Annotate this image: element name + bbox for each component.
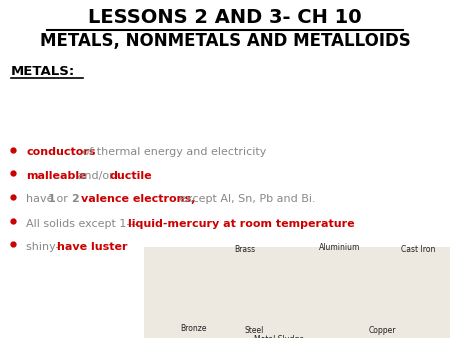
Text: Cast Iron: Cast Iron [401, 245, 436, 254]
Text: Brass: Brass [235, 245, 256, 254]
Text: METALS, NONMETALS AND METALLOIDS: METALS, NONMETALS AND METALLOIDS [40, 32, 410, 50]
Text: shiny-: shiny- [26, 242, 63, 252]
Text: malleable: malleable [26, 171, 87, 181]
Text: LESSONS 2 AND 3- CH 10: LESSONS 2 AND 3- CH 10 [88, 8, 362, 27]
Text: conductors: conductors [26, 147, 95, 157]
Text: All solids except 1---: All solids except 1--- [26, 219, 142, 229]
Text: Bronze: Bronze [180, 324, 207, 334]
FancyBboxPatch shape [144, 247, 450, 338]
Text: 2: 2 [71, 194, 79, 204]
Text: and/or: and/or [74, 171, 117, 181]
Text: Aluminium: Aluminium [319, 243, 360, 252]
Text: Metal Sludge: Metal Sludge [254, 335, 304, 338]
Text: liquid-mercury at room temperature: liquid-mercury at room temperature [127, 219, 354, 229]
Text: valence electrons,: valence electrons, [81, 194, 195, 204]
Text: Steel: Steel [244, 326, 264, 335]
Text: 1: 1 [48, 194, 56, 204]
Text: METALS:: METALS: [11, 65, 76, 78]
Text: Copper: Copper [369, 326, 396, 335]
Text: have: have [26, 194, 57, 204]
Text: except Al, Sn, Pb and Bi.: except Al, Sn, Pb and Bi. [176, 194, 316, 204]
Text: of thermal energy and electricity: of thermal energy and electricity [79, 147, 266, 157]
Text: have luster: have luster [57, 242, 127, 252]
Text: or: or [54, 194, 72, 204]
Text: ductile: ductile [109, 171, 152, 181]
